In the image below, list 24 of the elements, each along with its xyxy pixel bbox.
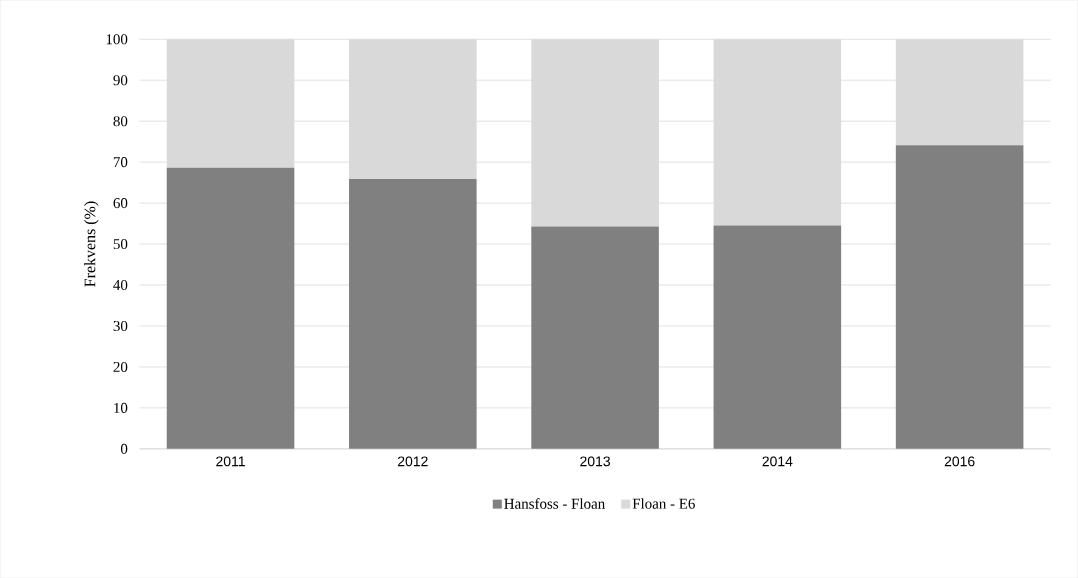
x-tick-label: 2011 [216, 456, 245, 467]
x-tick-label: 2014 [762, 456, 793, 467]
y-tick-label: 50 [113, 238, 128, 249]
bar [349, 178, 477, 449]
x-tick-label: 2012 [397, 456, 428, 467]
y-tick-label: 100 [106, 34, 128, 45]
bar [895, 145, 1024, 449]
legend-label: Floan - E6 [632, 498, 695, 509]
x-tick-label: 2013 [580, 456, 610, 467]
y-tick-label: 70 [113, 156, 128, 168]
bar [531, 226, 659, 449]
y-tick-label: 30 [113, 320, 128, 331]
bar [713, 225, 842, 449]
y-tick-label: 80 [113, 116, 128, 127]
y-tick-label: 60 [113, 197, 128, 209]
y-tick-label: 40 [113, 279, 128, 290]
y-tick-label: 0 [120, 443, 128, 454]
y-tick-label: 10 [114, 402, 128, 413]
bar [166, 167, 295, 449]
y-tick-label: 20 [113, 361, 128, 372]
legend-label: Hansfoss - Floan [504, 497, 605, 509]
y-axis-title: Frekvens (%) [84, 201, 99, 287]
x-tick-label: 2016 [944, 456, 975, 467]
y-tick-label: 90 [113, 75, 128, 86]
